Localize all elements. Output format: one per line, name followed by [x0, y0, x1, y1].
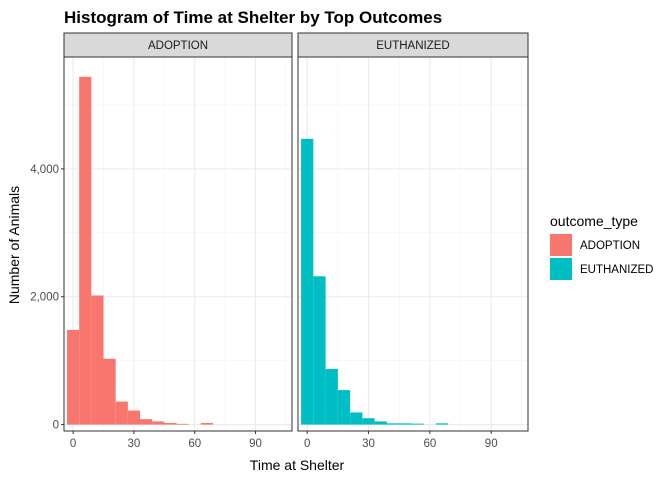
y-tick-label: 2,000 — [30, 292, 59, 304]
legend-key-euthanized — [550, 258, 572, 280]
x-tick-label: 30 — [362, 438, 375, 450]
histogram-bar — [91, 295, 104, 425]
panel-border — [63, 56, 293, 432]
x-tick-label: 30 — [128, 438, 141, 450]
x-axis-title: Time at Shelter — [250, 457, 345, 473]
y-tick-label: 4,000 — [30, 164, 59, 176]
x-tick-label: 90 — [485, 438, 498, 450]
histogram-bar — [325, 368, 338, 425]
legend-key-adoption — [550, 234, 572, 256]
histogram-bar — [301, 138, 314, 425]
x-tick-label: 0 — [70, 438, 76, 450]
legend: outcome_type ADOPTION EUTHANIZED — [550, 213, 653, 280]
histogram-bar — [127, 410, 140, 425]
histogram-bar — [337, 390, 351, 425]
x-tick-label: 60 — [423, 438, 436, 450]
histogram-bar — [350, 412, 363, 425]
x-tick-label: 90 — [249, 438, 262, 450]
chart-title: Histogram of Time at Shelter by Top Outc… — [64, 8, 442, 27]
histogram-bar — [176, 423, 189, 425]
x-tick-label: 0 — [304, 438, 310, 450]
histogram-bar — [362, 418, 375, 425]
facet-strip — [63, 32, 293, 58]
legend-title: outcome_type — [550, 213, 638, 229]
histogram-bar — [79, 76, 92, 425]
x-tick-label: 60 — [188, 438, 201, 450]
histogram-bar — [436, 423, 449, 425]
histogram-bar — [164, 423, 177, 425]
histogram-bar — [313, 276, 326, 425]
histogram-bar — [399, 423, 412, 425]
histogram-bar — [115, 401, 128, 425]
facet-strip — [297, 32, 529, 58]
histogram-bar — [67, 329, 80, 425]
y-axis-title: Number of Animals — [6, 186, 22, 304]
histogram-bar — [152, 421, 165, 425]
facet-strip-label: EUTHANIZED — [376, 40, 449, 52]
y-tick-label: 0 — [53, 420, 59, 432]
facet-panel-adoption: ADOPTION 0 30 60 90 0 2,000 4,000 — [30, 32, 293, 450]
histogram-bar — [103, 358, 116, 425]
histogram-bar — [411, 423, 424, 425]
histogram-bar — [140, 419, 153, 425]
histogram-bar — [374, 421, 387, 425]
histogram-bar — [386, 423, 400, 425]
panel-background — [298, 57, 528, 431]
histogram-bar — [200, 423, 213, 425]
legend-label: EUTHANIZED — [580, 264, 653, 276]
facet-panel-euthanized: EUTHANIZED 0 30 60 90 — [297, 32, 529, 450]
legend-label: ADOPTION — [580, 240, 640, 252]
panel-border — [297, 56, 529, 432]
facet-strip-label: ADOPTION — [148, 40, 208, 52]
